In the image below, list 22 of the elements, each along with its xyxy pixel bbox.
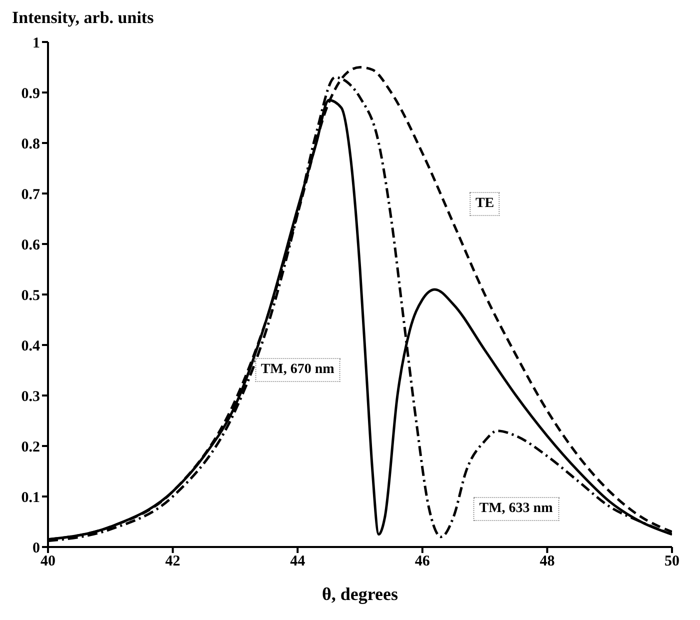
x-tick-label: 44 — [290, 554, 306, 570]
x-tick-label: 42 — [165, 554, 180, 570]
y-tick-label: 0.3 — [21, 388, 40, 405]
y-tick-label: 0.8 — [21, 136, 40, 152]
y-tick-label: 0.4 — [21, 338, 40, 354]
y-tick-label: 0 — [32, 540, 40, 556]
y-tick-label: 0.7 — [21, 186, 40, 203]
y-tick-label: 0.2 — [21, 439, 40, 456]
y-axis-title: Intensity, arb. units — [11, 8, 155, 29]
series-label: TM, 670 nm — [254, 358, 340, 382]
y-tick-label: 0.6 — [21, 237, 40, 254]
y-tick-label: 0.5 — [21, 288, 40, 304]
y-tick-label: 0.1 — [21, 490, 40, 506]
y-tick-label: 1 — [32, 35, 40, 52]
x-tick-label: 48 — [540, 554, 555, 570]
x-tick-label: 40 — [40, 554, 56, 570]
x-tick-label: 50 — [664, 554, 680, 570]
x-axis-title: θ, degrees — [322, 584, 398, 604]
x-tick-label: 46 — [414, 554, 430, 570]
series-label: TM, 633 nm — [473, 496, 559, 521]
y-tick-label: 0.9 — [21, 86, 40, 102]
series-label: TE — [469, 192, 500, 216]
